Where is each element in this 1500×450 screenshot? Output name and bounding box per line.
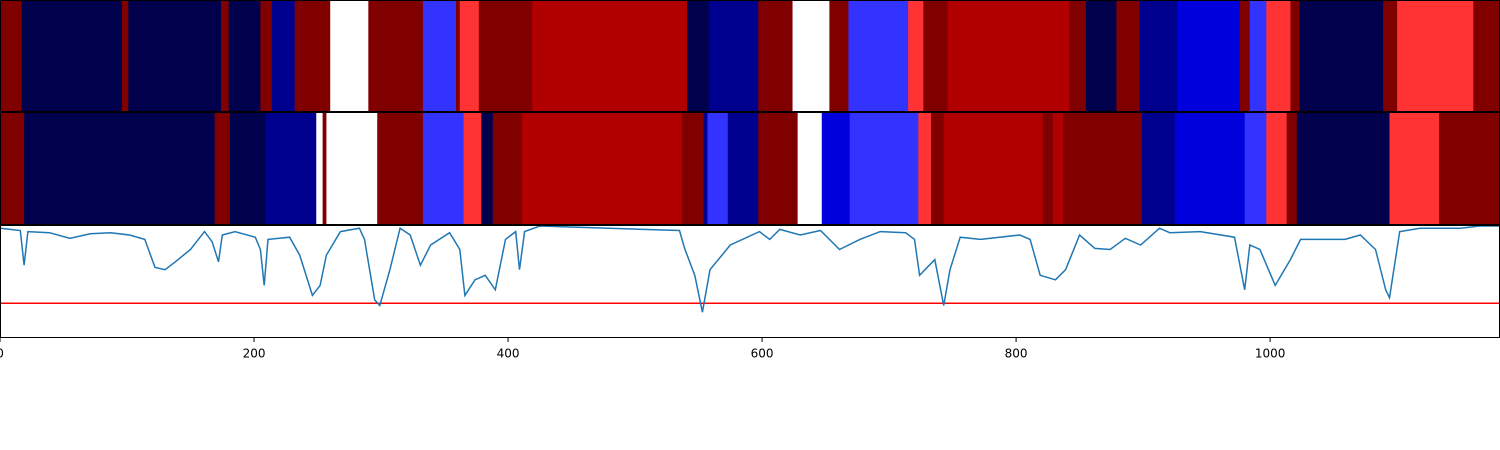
segment — [1299, 1, 1384, 112]
segment — [918, 113, 932, 225]
segment — [228, 1, 261, 112]
x-tick-label: 400 — [497, 347, 520, 361]
segment — [708, 1, 759, 112]
segment — [1139, 1, 1178, 112]
segment — [703, 113, 708, 225]
segment — [1174, 113, 1246, 225]
segment — [121, 1, 129, 112]
segment — [1286, 113, 1298, 225]
segment — [265, 113, 317, 225]
x-tick-label: 1000 — [1255, 347, 1286, 361]
segment — [455, 1, 461, 112]
segment — [797, 113, 823, 225]
segment — [271, 1, 296, 112]
segment — [0, 113, 25, 225]
segment — [422, 1, 457, 112]
segment — [377, 113, 424, 225]
segment — [758, 113, 799, 225]
segment — [368, 1, 424, 112]
segment — [687, 1, 710, 112]
segment — [1266, 113, 1288, 225]
segment — [1069, 1, 1087, 112]
segment — [463, 113, 482, 225]
segment — [21, 1, 123, 112]
segment — [481, 113, 494, 225]
segment — [1473, 1, 1500, 112]
segment — [492, 113, 523, 225]
segment — [943, 113, 1044, 225]
segment — [1439, 113, 1500, 225]
segment — [459, 1, 480, 112]
segment — [128, 1, 222, 112]
segment — [1177, 1, 1241, 112]
segment — [829, 1, 849, 112]
segment — [1383, 1, 1398, 112]
segment — [422, 113, 465, 225]
segment — [1042, 113, 1054, 225]
x-tick-label: 600 — [751, 347, 774, 361]
segment — [1244, 113, 1267, 225]
segment — [908, 1, 924, 112]
segment — [229, 113, 266, 225]
segment — [24, 113, 216, 225]
segment — [947, 1, 1070, 112]
x-tick-label: 200 — [243, 347, 266, 361]
segment — [923, 1, 949, 112]
segment — [930, 113, 945, 225]
segment — [1085, 1, 1117, 112]
segment — [532, 1, 688, 112]
x-tick-label: 0 — [0, 347, 4, 361]
segment — [1052, 113, 1064, 225]
data-line — [0, 225, 1500, 313]
segment — [821, 113, 851, 225]
segment — [322, 113, 327, 225]
segment — [682, 113, 705, 225]
segment — [727, 113, 759, 225]
segment — [478, 1, 533, 112]
panel-frame — [0, 225, 1500, 338]
segment — [316, 113, 324, 225]
segment — [260, 1, 273, 112]
segment — [1249, 1, 1267, 112]
segment — [1389, 113, 1440, 225]
segment — [1239, 1, 1251, 112]
segment — [1266, 1, 1291, 112]
segment — [220, 1, 230, 112]
segment — [294, 1, 331, 112]
segment — [522, 113, 683, 225]
segment — [326, 113, 378, 225]
segment — [1141, 113, 1176, 225]
segment — [758, 1, 794, 112]
segment — [1063, 113, 1143, 225]
segment — [1116, 1, 1140, 112]
segment — [848, 1, 909, 112]
segment — [1296, 113, 1391, 225]
x-tick-label: 800 — [1005, 347, 1028, 361]
segment — [0, 1, 23, 112]
segment — [214, 113, 231, 225]
segment — [792, 1, 830, 112]
segment — [849, 113, 919, 225]
segment — [330, 1, 369, 112]
segment — [707, 113, 729, 225]
segment — [1397, 1, 1474, 112]
segment — [1290, 1, 1300, 112]
